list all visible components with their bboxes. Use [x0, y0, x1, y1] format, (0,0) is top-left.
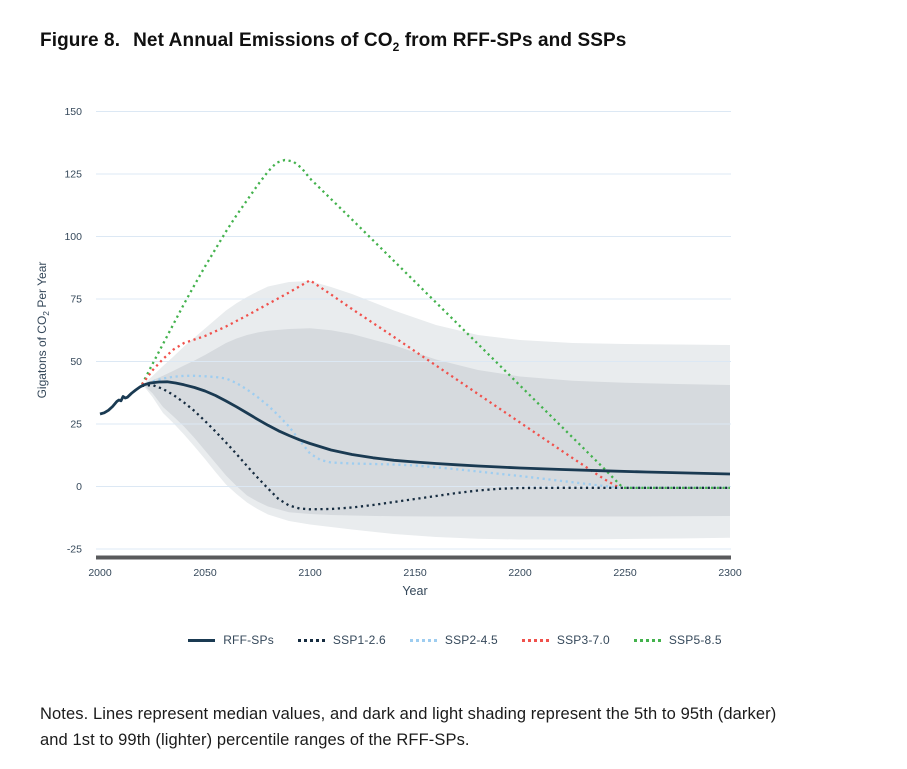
emissions-line-chart: -25 0 25 50 75 100 125 150 2000 2050 2100 2150 2200 2… [30, 88, 860, 618]
x-tick-label: 2250 [613, 567, 637, 579]
chart-canvas: -25 0 25 50 75 100 125 150 2000 2050 2100 2150 2200 2… [35, 106, 742, 598]
y-tick-label: 100 [64, 231, 82, 243]
x-tick-label: 2300 [718, 567, 742, 579]
y-tick-label: 150 [64, 106, 82, 118]
legend-swatch-ssp2-4-5 [409, 638, 437, 642]
series-line-ssp1-2-6 [141, 383, 730, 511]
chart-legend: RFF-SPs SSP1-2.6 SSP2-4.5 SSP3-7.0 SSP5-8.5 [60, 630, 850, 650]
y-tick-label: 50 [70, 356, 82, 368]
y-tick-label: 75 [70, 294, 82, 306]
legend-item-ssp5-8-5: SSP5-8.5 [633, 633, 722, 647]
x-axis-title: Year [402, 584, 427, 598]
legend-swatch-ssp1-2-6 [297, 638, 325, 642]
figure-title-text: Net Annual Emissions of CO2 from RFF-SPs… [133, 30, 627, 54]
series-line-rff-sps [99, 380, 731, 476]
x-tick-label: 2050 [193, 567, 217, 579]
x-tick-label: 2150 [403, 567, 427, 579]
legend-swatch-rff-sps [188, 638, 216, 642]
legend-item-ssp3-7-0: SSP3-7.0 [521, 633, 610, 647]
legend-label-ssp1-2-6: SSP1-2.6 [332, 633, 386, 647]
figure-notes: Notes. Lines represent median values, an… [40, 704, 777, 750]
legend-item-ssp2-4-5: SSP2-4.5 [409, 633, 498, 647]
legend-label-ssp3-7-0: SSP3-7.0 [556, 633, 610, 647]
legend-label-rff-sps: RFF-SPs [223, 633, 274, 647]
x-tick-label: 2200 [508, 567, 532, 579]
legend-item-rff-sps: RFF-SPs [188, 633, 274, 647]
x-tick-label: 2000 [88, 567, 112, 579]
y-tick-label: 0 [76, 481, 82, 493]
legend-label-ssp5-8-5: SSP5-8.5 [668, 633, 722, 647]
y-tick-label: 125 [64, 169, 82, 181]
y-axis-title: Gigatons of CO2 Per Year [35, 262, 51, 399]
figure-title: Figure 8. Net Annual Emissions of CO2 fro… [40, 30, 626, 54]
figure-number: Figure 8. [40, 30, 121, 51]
legend-item-ssp1-2-6: SSP1-2.6 [297, 633, 386, 647]
legend-label-ssp2-4-5: SSP2-4.5 [444, 633, 498, 647]
legend-swatch-ssp5-8-5 [633, 638, 661, 642]
legend-swatch-ssp3-7-0 [521, 638, 549, 642]
y-tick-label: -25 [67, 544, 82, 556]
y-tick-label: 25 [70, 419, 82, 431]
x-tick-label: 2100 [298, 567, 322, 579]
